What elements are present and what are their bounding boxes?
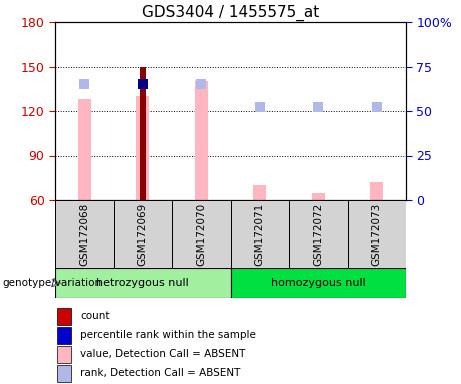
Bar (230, 200, 289, 268)
Text: count: count (80, 311, 110, 321)
Title: GDS3404 / 1455575_at: GDS3404 / 1455575_at (142, 5, 319, 21)
Bar (55, 200, 113, 268)
Bar (57, 327, 71, 344)
Text: GSM172072: GSM172072 (313, 202, 323, 266)
Bar (57, 365, 71, 382)
Text: genotype/variation: genotype/variation (2, 278, 101, 288)
Text: percentile rank within the sample: percentile rank within the sample (80, 330, 256, 340)
Text: hetrozygous null: hetrozygous null (96, 278, 189, 288)
Text: rank, Detection Call = ABSENT: rank, Detection Call = ABSENT (80, 368, 240, 378)
Bar (289, 200, 348, 268)
Bar (140, 66, 146, 200)
Bar (253, 185, 266, 200)
Bar (370, 182, 383, 200)
Text: GSM172070: GSM172070 (196, 202, 206, 266)
Bar (57, 346, 71, 363)
Bar (57, 308, 71, 325)
Text: value, Detection Call = ABSENT: value, Detection Call = ABSENT (80, 349, 245, 359)
Text: GSM172068: GSM172068 (79, 202, 89, 266)
Text: GSM172071: GSM172071 (255, 202, 265, 266)
Text: homozygous null: homozygous null (271, 278, 366, 288)
Bar (195, 81, 208, 200)
Bar (78, 99, 91, 200)
Bar (230, 268, 406, 298)
Bar (113, 200, 172, 268)
Bar (136, 96, 149, 200)
Text: GSM172069: GSM172069 (138, 202, 148, 266)
Bar (55, 268, 230, 298)
Text: GSM172073: GSM172073 (372, 202, 382, 266)
Bar (312, 193, 325, 200)
Bar (172, 200, 230, 268)
Bar (348, 200, 406, 268)
